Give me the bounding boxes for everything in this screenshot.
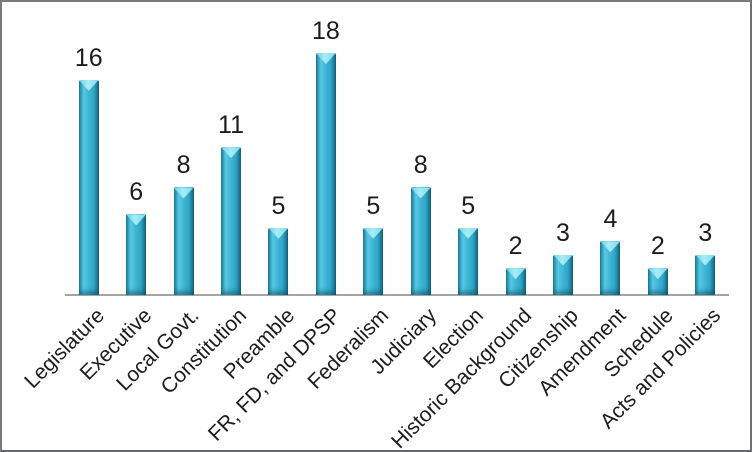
bar-top-highlight xyxy=(600,241,621,253)
bar-top-highlight xyxy=(173,187,194,199)
bar xyxy=(695,254,716,295)
bar-value-label: 5 xyxy=(461,191,476,220)
bar-top-highlight xyxy=(268,227,289,239)
bar-value-label: 2 xyxy=(508,232,523,261)
bar-value-label: 5 xyxy=(271,191,286,220)
bar-top-highlight xyxy=(363,227,384,239)
bar-value-label: 2 xyxy=(650,232,665,261)
bar xyxy=(221,147,241,295)
bar-value-label: 4 xyxy=(603,205,618,234)
bar-value-label: 11 xyxy=(218,111,244,140)
bar-value-label: 3 xyxy=(556,218,570,247)
bar-value-label: 6 xyxy=(129,178,144,207)
bar-top-highlight xyxy=(221,147,241,159)
bar xyxy=(315,53,336,295)
bar xyxy=(647,268,668,295)
bar-value-label: 16 xyxy=(74,43,103,72)
bar-top-highlight xyxy=(553,254,573,266)
bar-top-highlight xyxy=(458,227,479,239)
bar-top-highlight xyxy=(410,187,431,199)
bar-top-highlight xyxy=(695,254,716,266)
bar xyxy=(505,268,526,295)
bar-top-highlight xyxy=(505,268,526,280)
x-axis-line xyxy=(65,294,729,296)
bar-value-label: 3 xyxy=(698,218,713,247)
bar-value-label: 8 xyxy=(176,151,191,180)
bar xyxy=(600,241,621,295)
bar xyxy=(410,187,431,295)
bar-value-label: 5 xyxy=(366,191,381,220)
bar xyxy=(78,79,99,295)
bar xyxy=(458,227,479,295)
bar-top-highlight xyxy=(647,268,668,280)
bar xyxy=(363,227,384,295)
bar-value-label: 18 xyxy=(311,17,340,45)
bar-value-label: 8 xyxy=(413,151,428,180)
bar-top-highlight xyxy=(126,214,147,226)
bar xyxy=(268,227,289,295)
bar xyxy=(173,187,194,295)
bar-top-highlight xyxy=(78,79,99,91)
bar xyxy=(126,214,147,295)
bar xyxy=(553,254,573,295)
bar-top-highlight xyxy=(315,53,336,64)
